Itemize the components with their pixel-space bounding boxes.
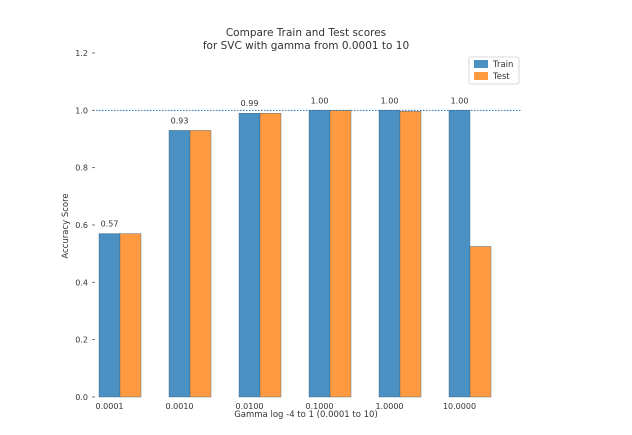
data-label: 1.00 <box>451 96 469 105</box>
data-label: 0.57 <box>101 220 119 229</box>
bar-test-3 <box>329 110 352 398</box>
data-label: 1.00 <box>311 96 329 105</box>
chart-subtitle: for SVC with gamma from 0.0001 to 10 <box>203 40 409 52</box>
y-axis: 0.0 0.2 0.4 0.6 0.8 1.0 1.2 <box>75 49 95 402</box>
x-tick-label: 1.0000 <box>376 402 404 411</box>
bar-test-5 <box>469 246 492 398</box>
x-axis: 0.0001 0.0010 0.0100 0.1000 1.0000 10.0000 <box>96 402 477 411</box>
y-tick-label: 1.0 <box>75 106 88 115</box>
data-labels-group: 0.57 0.93 0.99 1.00 1.00 1.00 <box>101 96 469 228</box>
y-tick-label: 0.2 <box>75 336 88 345</box>
legend-swatch-train <box>474 60 488 68</box>
bar-test-1 <box>189 130 212 398</box>
bar-train-3 <box>308 110 331 398</box>
legend-label-train: Train <box>492 60 513 70</box>
y-tick-label: 1.2 <box>75 49 88 58</box>
chart-title: Compare Train and Test scores <box>226 27 386 39</box>
y-tick-label: 0.4 <box>75 278 88 287</box>
x-tick-label: 0.0010 <box>166 402 194 411</box>
bar-test-0 <box>119 233 142 398</box>
x-axis-label: Gamma log -4 to 1 (0.0001 to 10) <box>234 410 378 420</box>
y-tick-label: 0.8 <box>75 164 88 173</box>
bar-test-4 <box>399 110 422 398</box>
legend-swatch-test <box>474 72 488 80</box>
bar-train-0 <box>98 233 121 398</box>
bars-group <box>98 110 492 398</box>
x-tick-label: 0.0100 <box>236 402 264 411</box>
bar-test-2 <box>259 112 282 398</box>
legend-label-test: Test <box>492 72 510 82</box>
y-tick-label: 0.0 <box>75 393 88 402</box>
y-tick-label: 0.6 <box>75 221 88 230</box>
x-tick-label: 0.0001 <box>96 402 124 411</box>
bar-train-4 <box>378 110 401 398</box>
y-axis-label: Accuracy Score <box>61 193 71 258</box>
legend: Train Test <box>468 56 520 85</box>
bar-train-2 <box>238 112 261 398</box>
data-label: 1.00 <box>381 96 399 105</box>
data-label: 0.93 <box>171 116 189 125</box>
data-label: 0.99 <box>241 99 259 108</box>
x-tick-label: 0.1000 <box>306 402 334 411</box>
bar-train-1 <box>168 130 191 398</box>
x-tick-label: 10.0000 <box>443 402 476 411</box>
bar-train-5 <box>448 110 471 398</box>
